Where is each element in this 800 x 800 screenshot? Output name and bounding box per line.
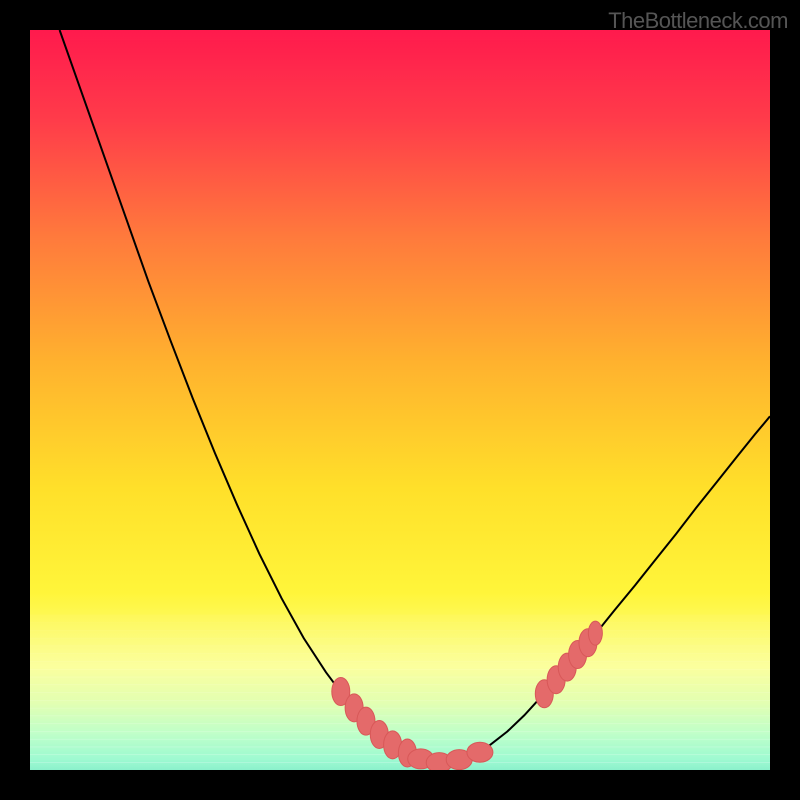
marker-bottom-3 [467, 742, 493, 762]
attribution-watermark: TheBottleneck.com [608, 8, 788, 34]
marker-outlier-0 [588, 621, 602, 645]
chart-svg [30, 30, 770, 770]
chart-plot-area [30, 30, 770, 770]
